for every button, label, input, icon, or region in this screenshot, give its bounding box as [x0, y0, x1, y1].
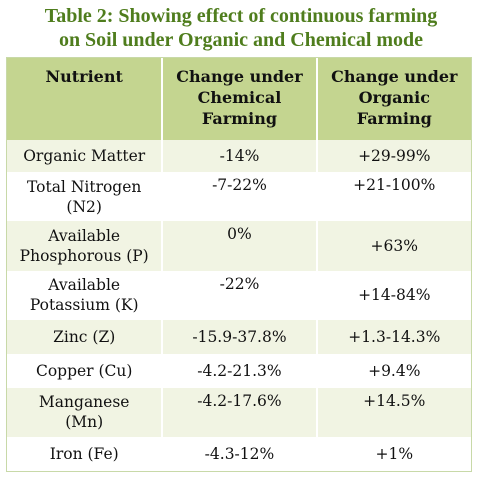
header-nutrient: Nutrient: [7, 58, 164, 140]
organic-cell: +21-100%: [316, 171, 471, 222]
chemical-cell: 0%: [162, 221, 318, 271]
nutrient-cell: Manganese (Mn): [7, 387, 164, 438]
table-row: Available Potassium (K) -22% +14-84%: [7, 270, 471, 320]
chemical-cell: -15.9-37.8%: [162, 319, 318, 354]
nutrient-table-container: Nutrient Change under Chemical Farming C…: [6, 57, 472, 472]
caption-line-1: Table 2: Showing effect of continuous fa…: [44, 5, 438, 27]
header-organic: Change under Organic Farming: [316, 58, 471, 140]
caption-line-2: on Soil under Organic and Chemical mode: [58, 29, 424, 51]
nutrient-cell: Copper (Cu): [7, 353, 164, 388]
table-row: Manganese (Mn) -4.2-17.6% +14.5%: [7, 387, 471, 438]
organic-cell: +1%: [316, 437, 471, 471]
organic-cell: +63%: [316, 221, 471, 271]
nutrient-cell: Available Potassium (K): [7, 270, 164, 320]
table-row: Organic Matter -14% +29-99%: [7, 140, 471, 172]
nutrient-cell: Available Phosphorous (P): [7, 221, 164, 271]
table-row: Copper (Cu) -4.2-21.3% +9.4%: [7, 353, 471, 388]
chemical-cell: -14%: [162, 140, 318, 172]
nutrient-cell: Zinc (Z): [7, 319, 164, 354]
nutrient-table: Nutrient Change under Chemical Farming C…: [7, 58, 471, 471]
organic-cell: +14.5%: [316, 387, 471, 438]
chemical-cell: -7-22%: [162, 171, 318, 222]
nutrient-cell: Total Nitrogen (N2): [7, 171, 164, 222]
header-row: Nutrient Change under Chemical Farming C…: [7, 58, 471, 140]
nutrient-cell: Organic Matter: [7, 140, 164, 172]
header-chemical: Change under Chemical Farming: [162, 58, 318, 140]
table-row: Zinc (Z) -15.9-37.8% +1.3-14.3%: [7, 319, 471, 354]
table-row: Iron (Fe) -4.3-12% +1%: [7, 437, 471, 471]
table-caption: Table 2: Showing effect of continuous fa…: [0, 4, 482, 52]
chemical-cell: -22%: [162, 270, 318, 320]
organic-cell: +1.3-14.3%: [316, 319, 471, 354]
organic-cell: +29-99%: [316, 140, 471, 172]
chemical-cell: -4.3-12%: [162, 437, 318, 471]
table-row: Total Nitrogen (N2) -7-22% +21-100%: [7, 171, 471, 222]
chemical-cell: -4.2-21.3%: [162, 353, 318, 388]
chemical-cell: -4.2-17.6%: [162, 387, 318, 438]
organic-cell: +14-84%: [316, 270, 471, 320]
nutrient-cell: Iron (Fe): [7, 437, 164, 471]
organic-cell: +9.4%: [316, 353, 471, 388]
table-row: Available Phosphorous (P) 0% +63%: [7, 221, 471, 271]
